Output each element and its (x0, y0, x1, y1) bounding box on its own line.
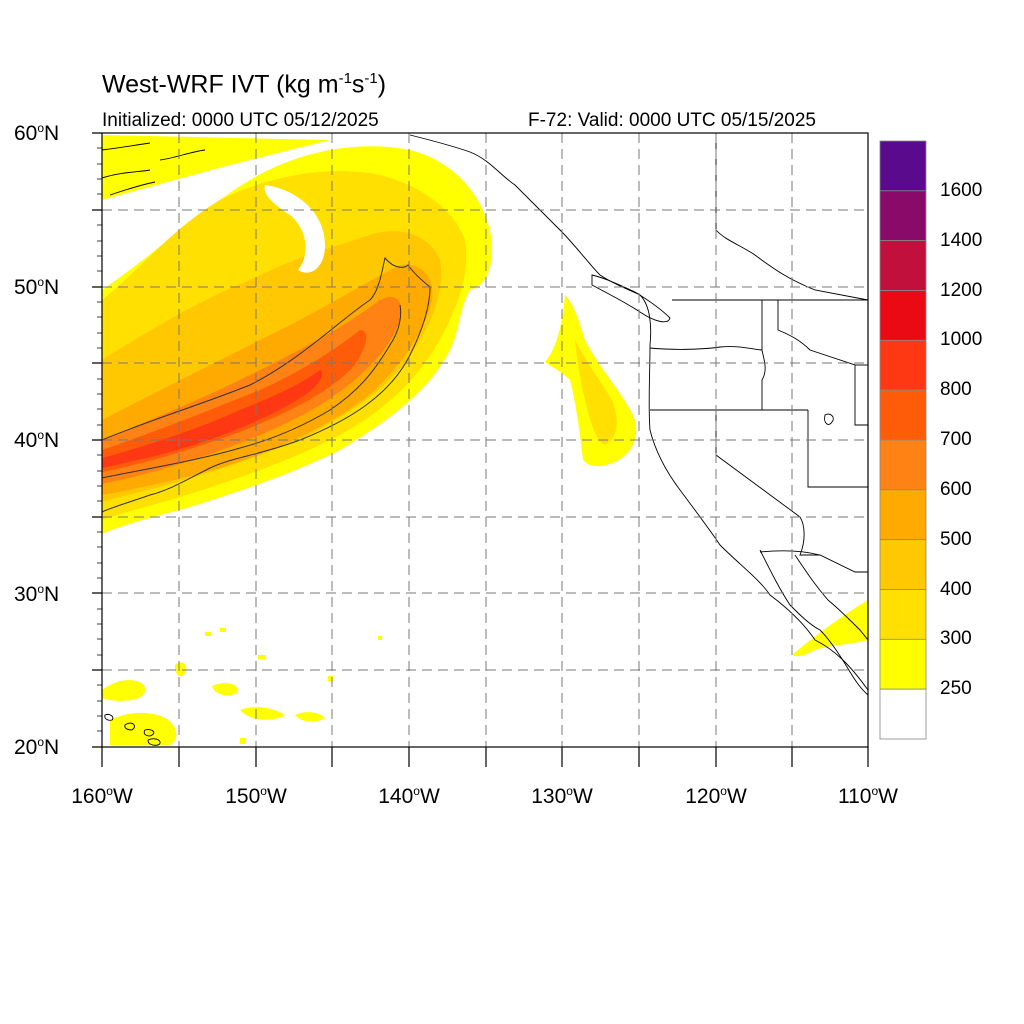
vancouver-island (591, 274, 671, 323)
map-frame (92, 132, 869, 767)
lon-label-160: 160oW (71, 784, 133, 808)
lon-label-140: 140oW (378, 784, 440, 808)
initialized-label: Initialized: 0000 UTC 05/12/2025 (102, 110, 379, 131)
id-border (761, 300, 766, 410)
lon-label-110: 110oW (838, 784, 898, 808)
colorbar-swatch (879, 240, 927, 291)
ivt-fill-layer (102, 135, 868, 745)
colorbar-tick-label: 1200 (940, 279, 983, 301)
valid-time-label: F-72: Valid: 0000 UTC 05/15/2025 (528, 110, 816, 131)
ivt-250-baja (792, 600, 868, 657)
colorbar-swatch (879, 140, 927, 192)
colorbar-tick-label: 1400 (940, 229, 983, 251)
colorbar-swatch (879, 589, 927, 640)
lat-label-60: 60oN (14, 121, 60, 145)
colorbar-tick-label: 250 (940, 678, 972, 700)
mt-border (777, 300, 868, 426)
lat-label-50: 50oN (14, 275, 60, 299)
lat-label-20: 20oN (14, 735, 60, 759)
lon-label-150: 150oW (225, 784, 287, 808)
colorbar-tick-label: 300 (940, 628, 972, 650)
ivt-250-hawaii (102, 662, 325, 745)
ut-border (807, 410, 868, 488)
north-america-coast (409, 134, 869, 691)
hawaii-islands (104, 714, 161, 746)
colorbar-tick-label: 700 (940, 429, 972, 450)
colorbar-tick-label: 1000 (940, 329, 983, 351)
colorbar-swatch (879, 638, 927, 690)
lat-label-30: 30oN (14, 582, 60, 606)
alaska-canada-border (715, 135, 869, 301)
graticule (102, 133, 868, 747)
contour-800 (101, 304, 402, 479)
colorbar-tick-label: 800 (940, 379, 972, 401)
lon-label-120: 120oW (685, 784, 747, 808)
map-title: West-WRF IVT (kg m-1s-1) (102, 70, 387, 99)
baja-coast (759, 549, 869, 696)
gulf-of-california (794, 554, 869, 641)
colorbar-tick-label: 400 (940, 578, 972, 600)
political-borders (649, 135, 869, 573)
colorbar-swatch (879, 539, 927, 590)
colorbar-swatch (879, 489, 927, 541)
wa-or-border (649, 346, 763, 351)
nv-ca-border (715, 410, 801, 518)
left-minor-ticks (97, 147, 102, 732)
ivt-800-band (102, 370, 323, 468)
alaska-islands (101, 142, 206, 196)
colorbar-tick-label: 500 (940, 528, 972, 550)
coastlines (101, 134, 869, 746)
swirl-gap (264, 185, 325, 273)
ivt-250-band-north (102, 135, 330, 200)
mexico-border (759, 550, 821, 556)
az-border (799, 516, 868, 573)
colorbar-swatch (879, 389, 927, 441)
colorbar-tick-label: 1600 (940, 179, 983, 201)
ivt-300-coastal (575, 340, 617, 445)
bottom-major-ticks (101, 747, 869, 767)
colorbar (879, 140, 927, 740)
left-major-ticks (92, 132, 102, 748)
lake-michigan-stub (824, 413, 834, 425)
ivt-700-band (102, 330, 367, 472)
colorbar-tick-label: 600 (940, 478, 972, 500)
colorbar-swatch (879, 439, 927, 491)
lon-label-130: 130oW (531, 784, 593, 808)
colorbar-swatch (879, 688, 927, 740)
colorbar-swatch (879, 339, 927, 391)
colorbar-swatch (879, 190, 927, 242)
lat-label-40: 40oN (14, 428, 60, 452)
colorbar-swatch (879, 290, 927, 341)
